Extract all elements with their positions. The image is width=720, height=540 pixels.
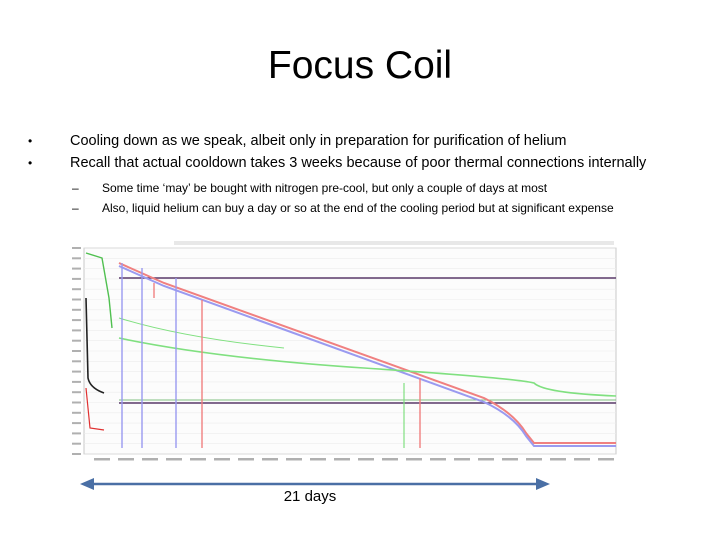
sub-bullet-text: Some time ‘may’ be bought with nitrogen … (102, 181, 548, 195)
bullet-dot: • (28, 134, 33, 148)
bullet-item: • Recall that actual cooldown takes 3 we… (28, 152, 708, 174)
sub-bullet-item: – Some time ‘may’ be bought with nitroge… (28, 178, 708, 198)
y-tick (72, 380, 81, 383)
x-tick (166, 458, 182, 461)
x-tick (406, 458, 422, 461)
series-line-green-2 (118, 317, 285, 349)
y-tick (72, 247, 81, 249)
y-tick (72, 267, 81, 270)
x-tick (382, 458, 398, 461)
x-tick (550, 458, 566, 461)
y-tick (72, 391, 81, 394)
y-tick (72, 411, 81, 414)
x-tick (118, 458, 134, 461)
y-tick (72, 422, 81, 425)
y-tick (72, 339, 81, 342)
series-line-green-start (85, 252, 113, 329)
bullet-list: • Cooling down as we speak, albeit only … (28, 130, 708, 218)
x-tick (502, 458, 518, 461)
bullet-item: • Cooling down as we speak, albeit only … (28, 130, 708, 152)
sub-bullet-text: Also, liquid helium can buy a day or so … (102, 201, 614, 215)
x-tick (334, 458, 350, 461)
arrow-left-head (80, 478, 94, 490)
chart-ticks (72, 247, 614, 461)
y-tick (72, 350, 81, 352)
duration-arrow (80, 478, 550, 490)
y-tick (72, 298, 81, 301)
y-tick (72, 308, 81, 311)
sub-bullet-item: – Also, liquid helium can buy a day or s… (28, 198, 708, 218)
sub-bullet-dash: – (72, 181, 79, 195)
x-tick (286, 458, 302, 461)
bullet-dot: • (28, 156, 33, 170)
x-tick (214, 458, 230, 461)
x-tick (262, 458, 278, 461)
sub-bullet-dash: – (72, 201, 79, 215)
y-tick (72, 329, 81, 332)
x-tick (598, 458, 614, 461)
y-tick (72, 360, 81, 363)
bullet-text: Cooling down as we speak, albeit only in… (70, 133, 567, 149)
series-line-red (85, 387, 105, 431)
x-tick (94, 458, 110, 461)
x-tick (190, 458, 206, 461)
duration-label: 21 days (283, 488, 337, 505)
bullet-text: Recall that actual cooldown takes 3 week… (70, 155, 647, 171)
x-tick (358, 458, 374, 461)
arrow-right-head (536, 478, 550, 490)
x-tick (310, 458, 326, 461)
x-tick (142, 458, 158, 461)
slide-title: Focus Coil (267, 44, 453, 87)
x-tick (478, 458, 494, 461)
y-tick (72, 442, 81, 445)
y-tick (72, 401, 81, 404)
x-tick (430, 458, 446, 461)
x-tick (526, 458, 542, 461)
y-tick (72, 277, 81, 280)
y-tick (72, 432, 81, 435)
y-tick (72, 370, 81, 373)
y-tick (72, 257, 81, 260)
x-tick (574, 458, 590, 461)
chart-gridlines (84, 247, 616, 455)
series-line-green-1 (118, 337, 617, 397)
x-tick (454, 458, 470, 461)
cooldown-chart (64, 238, 620, 468)
series-line-blue (118, 265, 616, 447)
sub-bullet-list: – Some time ‘may’ be bought with nitroge… (28, 178, 708, 218)
y-tick (72, 288, 81, 291)
x-tick (238, 458, 254, 461)
y-tick (72, 319, 81, 322)
chart-header-strip (174, 241, 614, 245)
series-line-pink (118, 262, 616, 444)
series-line-black (85, 297, 105, 394)
y-tick (72, 453, 81, 455)
